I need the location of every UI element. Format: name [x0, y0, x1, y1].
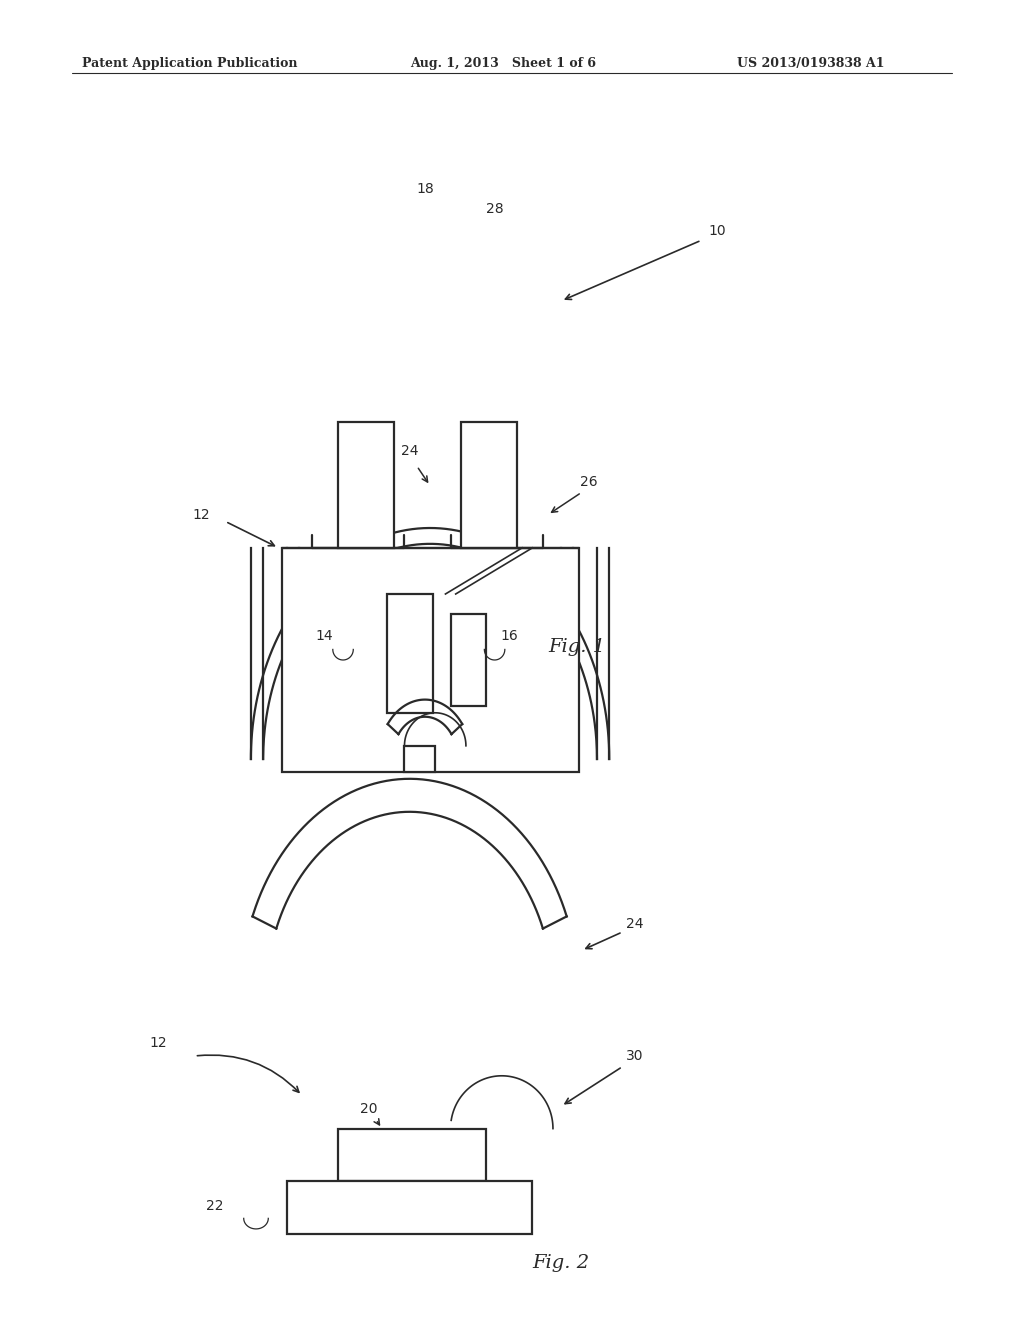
Text: 12: 12 — [193, 508, 211, 521]
Bar — [338, 1129, 486, 1181]
Bar — [338, 422, 394, 548]
Text: Fig. 2: Fig. 2 — [532, 1254, 590, 1272]
Bar — [282, 548, 579, 772]
Text: 14: 14 — [315, 630, 334, 643]
Text: 26: 26 — [580, 475, 598, 488]
Text: US 2013/0193838 A1: US 2013/0193838 A1 — [737, 57, 885, 70]
Text: 10: 10 — [708, 224, 726, 238]
Text: Patent Application Publication: Patent Application Publication — [82, 57, 297, 70]
Text: 12: 12 — [150, 1036, 168, 1049]
Bar — [287, 1181, 532, 1234]
Bar — [387, 594, 433, 713]
Text: 28: 28 — [485, 202, 504, 215]
Text: 16: 16 — [500, 630, 518, 643]
Bar — [461, 422, 517, 548]
Bar — [451, 614, 486, 706]
Text: 18: 18 — [416, 182, 434, 195]
Text: 24: 24 — [400, 445, 419, 458]
Text: 24: 24 — [626, 917, 644, 931]
Text: 22: 22 — [206, 1200, 224, 1213]
Text: Fig. 1: Fig. 1 — [548, 638, 605, 656]
Text: 30: 30 — [626, 1049, 644, 1063]
Text: 20: 20 — [359, 1102, 378, 1115]
Bar — [404, 746, 435, 772]
Text: Aug. 1, 2013   Sheet 1 of 6: Aug. 1, 2013 Sheet 1 of 6 — [410, 57, 596, 70]
